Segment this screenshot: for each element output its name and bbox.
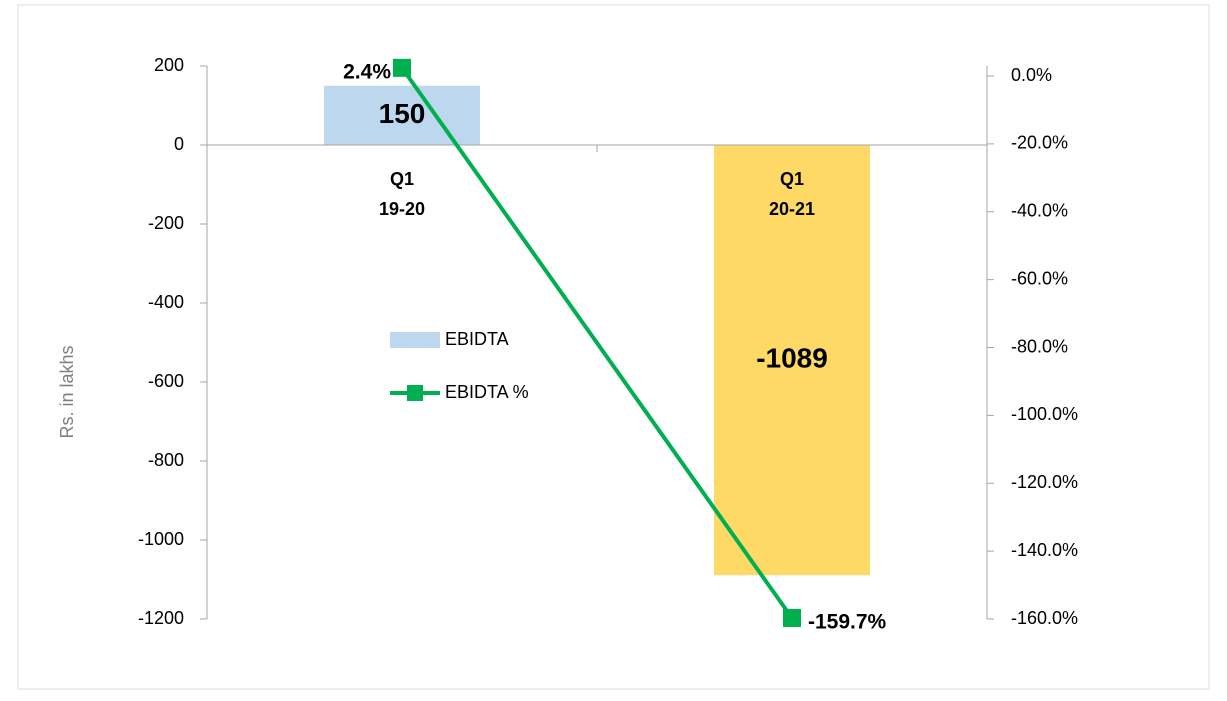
x-tick-label: Q1 <box>780 169 804 189</box>
y2-tick-label: 0.0% <box>1011 65 1052 85</box>
y2-tick-label: -120.0% <box>1011 472 1078 492</box>
y2-tick-label: -40.0% <box>1011 201 1068 221</box>
bar-value-label: -1089 <box>756 342 828 373</box>
y-tick-label: -1200 <box>138 608 184 628</box>
y-tick-label: -400 <box>148 292 184 312</box>
legend-marker <box>407 385 423 401</box>
bar <box>324 85 480 145</box>
y-tick-label: -600 <box>148 371 184 391</box>
x-tick-label: 19-20 <box>379 199 425 219</box>
bar-value-label: 150 <box>379 98 426 129</box>
legend-label: EBIDTA <box>445 329 509 349</box>
y2-tick-label: -60.0% <box>1011 268 1068 288</box>
bar <box>714 145 870 576</box>
y-axis-title: Rs. in lakhs <box>57 345 77 438</box>
line-value-label: 2.4% <box>343 60 391 83</box>
y2-tick-label: -80.0% <box>1011 336 1068 356</box>
y-tick-label: -200 <box>148 213 184 233</box>
x-tick-label: Q1 <box>390 169 414 189</box>
y-tick-label: 0 <box>174 134 184 154</box>
y2-tick-label: -20.0% <box>1011 133 1068 153</box>
line-value-label: -159.7% <box>808 611 887 634</box>
line-marker <box>783 608 801 627</box>
line <box>400 66 794 620</box>
y2-tick-label: -140.0% <box>1011 540 1078 560</box>
legend-swatch <box>390 332 440 348</box>
line-marker <box>393 58 411 77</box>
x-tick-label: 20-21 <box>769 199 815 219</box>
legend-label: EBIDTA % <box>445 382 529 402</box>
y-tick-label: -800 <box>148 450 184 470</box>
chart-frame <box>17 4 1210 690</box>
y2-tick-label: -160.0% <box>1011 608 1078 628</box>
y-tick-label: 200 <box>154 55 184 75</box>
y-tick-label: -1000 <box>138 529 184 549</box>
y2-tick-label: -100.0% <box>1011 404 1078 424</box>
